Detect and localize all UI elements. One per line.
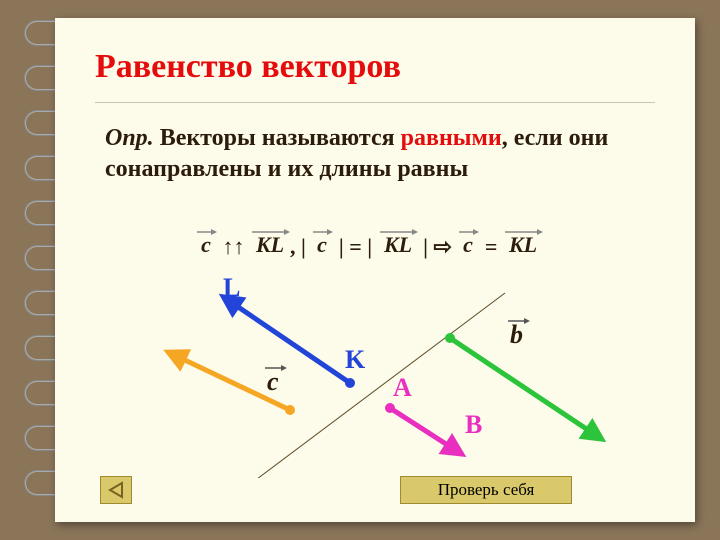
triangle-left-icon [107,481,125,499]
svg-text:A: A [393,373,412,402]
svg-text:c: c [463,232,473,257]
vector-diagram: L KA Bc b [115,278,675,478]
svg-text:KL: KL [383,232,412,257]
svg-text:KL: KL [508,232,537,257]
definition-text: Опр. Векторы называются равными, если он… [105,123,655,185]
slide-page: Равенство векторов Опр. Векторы называют… [55,18,695,522]
nav-back-button[interactable] [100,476,132,504]
svg-text:B: B [465,410,482,439]
title-rule [95,102,655,103]
svg-text:K: K [345,345,366,374]
slide-title: Равенство векторов [95,48,401,86]
svg-text:b: b [510,320,523,349]
check-button-label: Проверь себя [438,480,535,499]
formula-text: c ↑↑ KL, | c | = | KL | ⇨ c = KL [195,228,655,262]
svg-text:KL: KL [255,232,284,257]
svg-text:c: c [317,232,327,257]
svg-text:c: c [267,367,279,396]
svg-text:L: L [223,278,240,302]
check-yourself-button[interactable]: Проверь себя [400,476,572,504]
svg-text:c: c [201,232,211,257]
